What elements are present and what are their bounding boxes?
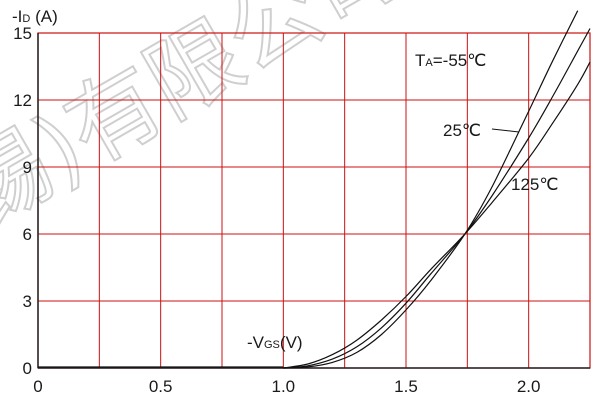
series-lines: [38, 10, 591, 369]
y-tick-label: 3: [23, 292, 32, 311]
watermark-text: 锡)有限公司: [0, 0, 420, 249]
y-tick-label: 0: [23, 359, 32, 378]
label-25c: 25℃: [443, 121, 481, 140]
series-line-1: [283, 28, 591, 369]
y-tick-label: 12: [13, 91, 32, 110]
label-125c: 125℃: [511, 175, 558, 194]
y-tick-label: 6: [23, 225, 32, 244]
y-axis-label: -ID (A): [12, 7, 58, 26]
watermark: 锡)有限公司: [0, 0, 421, 250]
x-tick-label: 0.5: [149, 377, 173, 396]
ta-annotation: TA=-55℃: [415, 51, 486, 70]
x-tick-label: 1.0: [272, 377, 296, 396]
x-tick-label: 2.0: [517, 377, 541, 396]
x-tick-label: 1.5: [394, 377, 418, 396]
y-tick-label: 15: [13, 24, 32, 43]
leader-25c: [491, 128, 520, 133]
series-line-0: [283, 10, 579, 369]
x-tick-label: 0: [33, 377, 42, 396]
labels: -ID (A) TA=-55℃ 25℃ 125℃ -VGS(V): [12, 7, 558, 352]
x-axis-annotation: -VGS(V): [247, 333, 303, 352]
series-line-2: [283, 61, 591, 369]
y-tick-label: 9: [23, 158, 32, 177]
axes: 0 0.5 1.0 1.5 2.0 0 3 6 9 12 15: [13, 24, 590, 396]
